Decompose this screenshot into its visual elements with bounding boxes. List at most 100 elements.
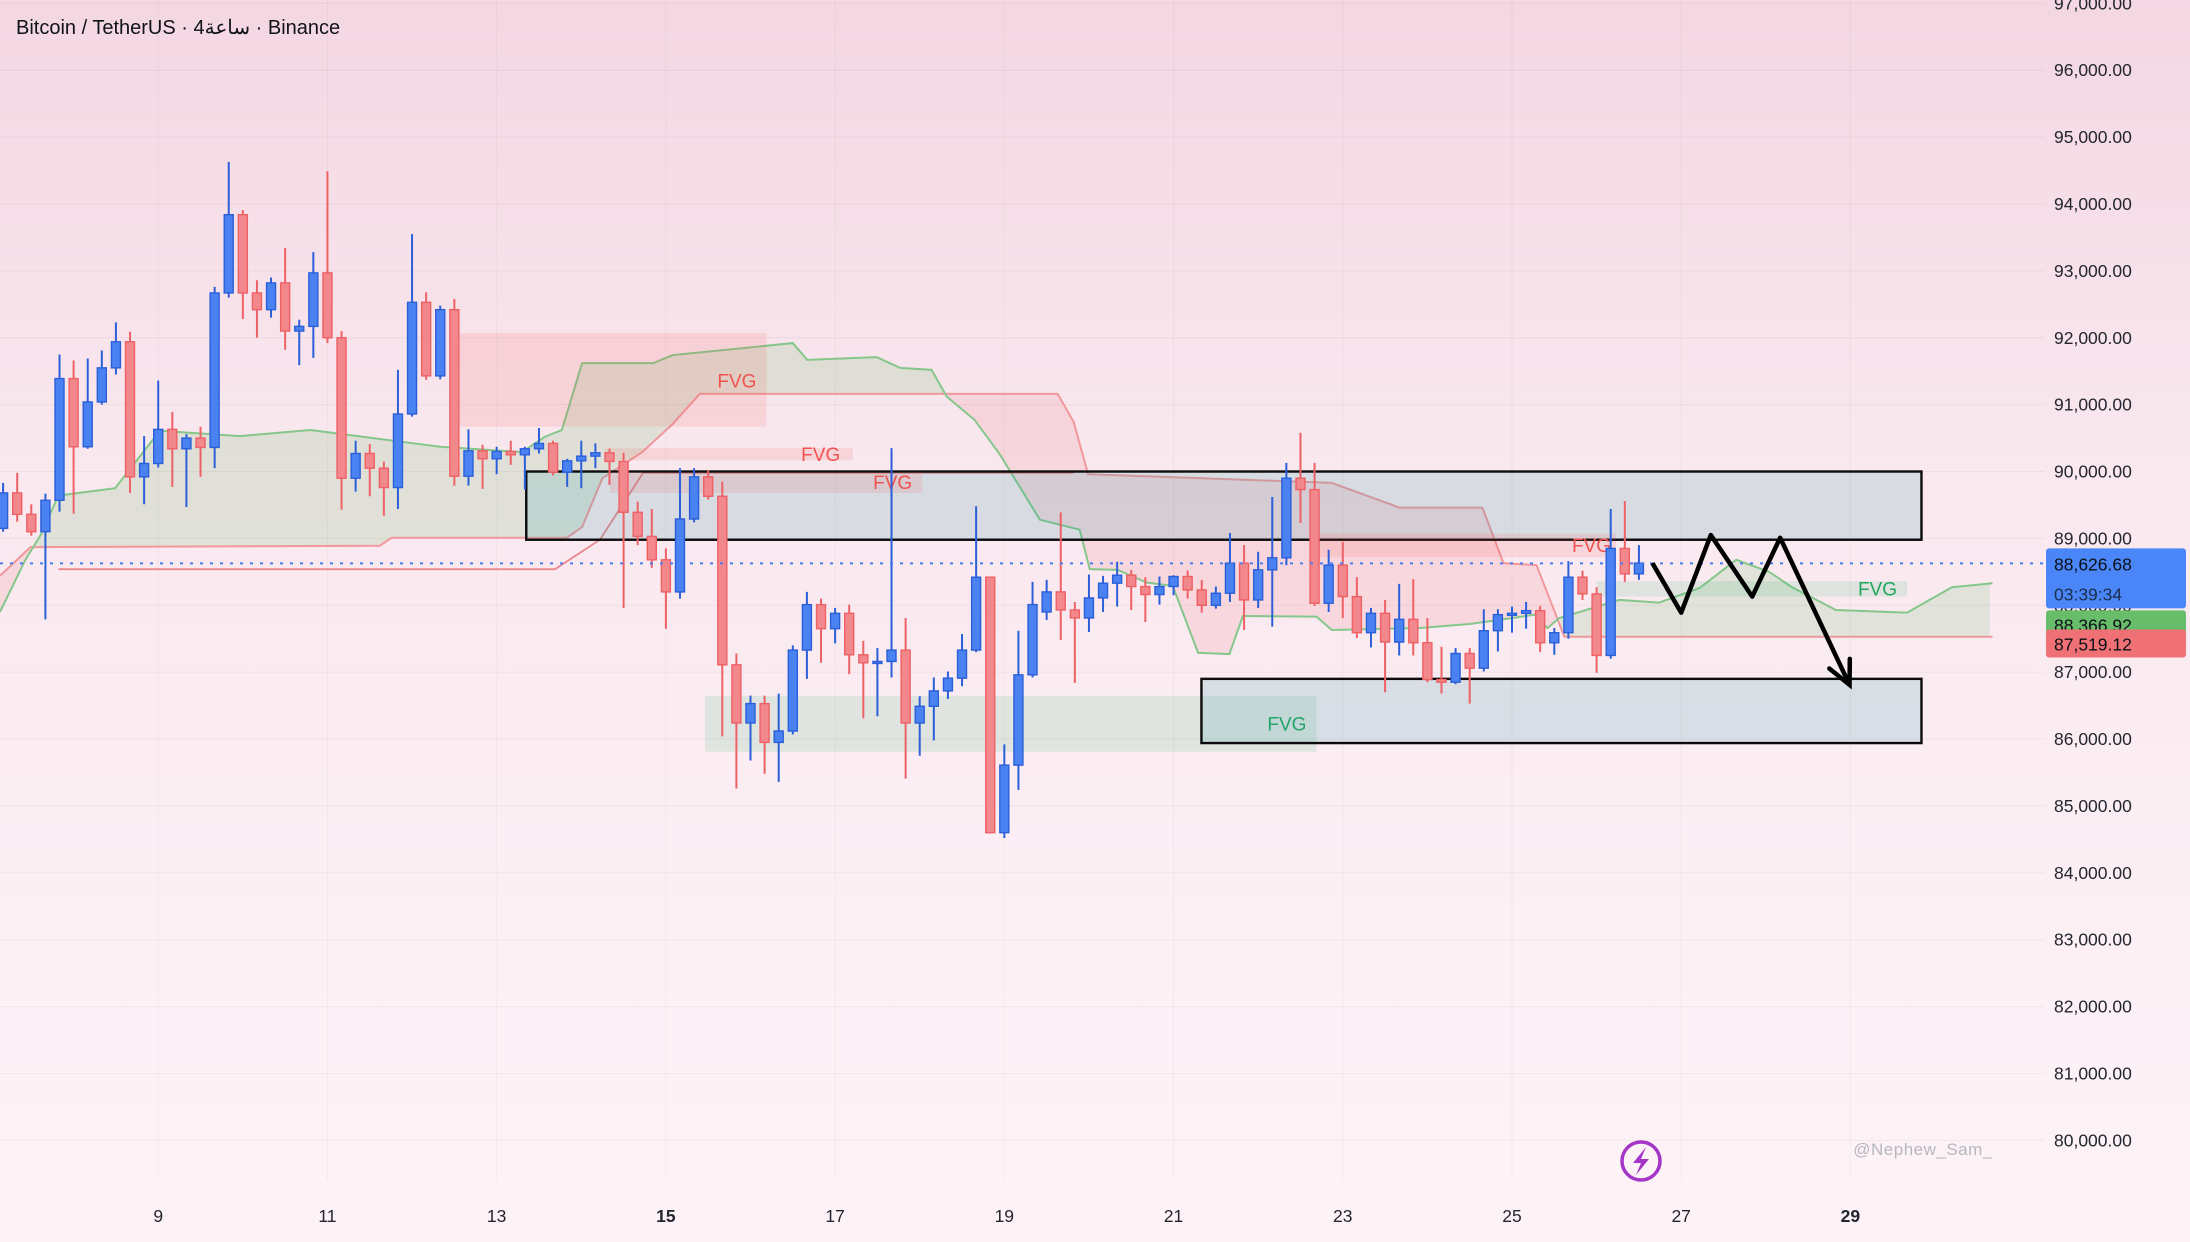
y-axis-label[interactable]: 84,000.00 [2054,863,2132,883]
current-price-label: 88,626.68 [2054,554,2132,574]
y-axis-label[interactable]: 81,000.00 [2054,1063,2132,1083]
candle-down [12,492,23,516]
fvg-label: FVG [717,372,756,393]
cloud-fill-bullish [33,343,945,548]
x-axis-label[interactable]: 23 [1333,1206,1352,1226]
x-axis-label[interactable]: 25 [1502,1206,1521,1226]
fvg-box-bullish[interactable] [1596,581,1908,597]
candle-down [68,377,79,448]
fvg-boxes[interactable]: FVG FVG FVG FVG FVG FVG [455,333,1923,752]
fvg-box-bearish[interactable] [455,333,767,427]
price-axis[interactable]: 80,000.00 81,000.00 82,000.00 83,000.00 84,0… [2054,0,2132,1150]
candle-up [533,442,545,450]
candle-down [702,476,714,497]
candle-down [1464,652,1475,669]
fvg-box-bearish[interactable] [604,448,853,461]
y-axis-label[interactable]: 90,000.00 [2054,462,2132,482]
candle-up [942,677,954,692]
y-axis-label[interactable]: 89,000.00 [2054,528,2132,548]
lightning-icon[interactable] [1620,1140,1662,1182]
candle-down [731,664,742,724]
candle-up [1605,547,1616,657]
candle-down [1069,609,1081,619]
y-axis-label[interactable]: 96,000.00 [2054,60,2132,80]
y-axis-label[interactable]: 93,000.00 [2054,261,2132,281]
supply-demand-box[interactable] [1200,677,1923,745]
senkou-b-line [0,392,1993,638]
candle-down [618,460,629,514]
candle-up [40,499,51,533]
y-axis-label[interactable]: 82,000.00 [2054,997,2132,1017]
zigzag-drawing[interactable] [1650,532,1853,690]
y-axis-label[interactable]: 86,000.00 [2054,729,2132,749]
candle-up [999,764,1010,834]
candle-up [1323,564,1334,604]
x-axis-label[interactable]: 29 [1841,1206,1861,1226]
y-axis-label[interactable]: 92,000.00 [2054,328,2132,348]
y-axis-label[interactable]: 94,000.00 [2054,194,2132,214]
current-price-label-bg [2046,548,2186,609]
indicator-red-label-bg [2046,629,2186,658]
candle-down [1379,612,1391,643]
cloud-fill-bearish [947,393,1557,655]
candle-down [1337,564,1348,598]
candle-up [181,437,192,450]
watermark: @Nephew_Sam_ [1853,1140,1993,1159]
candle-down [660,559,672,593]
candle-up [1393,618,1405,643]
candle-down [1436,678,1447,683]
candle-down [505,450,516,456]
x-axis-label[interactable]: 13 [487,1206,506,1226]
y-axis-label[interactable]: 95,000.00 [2054,127,2132,147]
zigzag-arrowhead [1827,656,1853,690]
candle-up [1492,613,1504,632]
candle-down [1619,547,1631,575]
x-axis-label[interactable]: 21 [1164,1206,1183,1226]
candle-up [0,492,9,530]
x-axis-label[interactable]: 17 [825,1206,844,1226]
candle-up [82,401,93,448]
candle-down [547,442,559,473]
candle-down [420,301,432,377]
y-axis-label[interactable]: 85,000.00 [2054,796,2132,816]
candle-down [364,452,375,469]
fvg-label: FVG [1858,580,1897,601]
symbol-title[interactable]: Bitcoin / TetherUS · 4ساعة · Binance [16,17,340,39]
y-axis-label[interactable]: 91,000.00 [2054,395,2132,415]
candle-up [1520,609,1532,615]
candle-up [294,325,305,332]
y-axis-label[interactable]: 87,000.00 [2054,662,2132,682]
x-axis-label[interactable]: 15 [656,1206,676,1226]
candle-down [815,603,827,630]
candle-down [378,467,390,489]
candle-down [646,535,657,561]
candle-up [1111,574,1123,584]
candle-down [1140,585,1151,596]
fvg-label: FVG [873,473,912,494]
fvg-label: FVG [1572,536,1611,557]
candle-up [138,462,150,478]
candle-up [1281,477,1292,559]
y-axis-label[interactable]: 80,000.00 [2054,1130,2132,1150]
candle-up [1549,632,1560,644]
time-axis[interactable]: 9 11 13 15 17 19 21 23 25 27 29 [153,1206,1860,1226]
supply-demand-box[interactable] [525,470,1923,541]
candle-up [1210,592,1222,606]
zigzag-path[interactable] [1650,532,1852,686]
candle-up [265,282,277,311]
fvg-box-bearish[interactable] [610,472,923,493]
x-axis-label[interactable]: 9 [153,1206,163,1226]
fvg-box-bearish[interactable] [1313,533,1617,558]
candle-up [463,450,474,477]
candle-up [1154,585,1165,596]
x-axis-label[interactable]: 11 [318,1206,336,1226]
x-axis-label[interactable]: 27 [1671,1206,1690,1226]
x-axis-label[interactable]: 19 [995,1206,1014,1226]
y-axis-label[interactable]: 97,000.00 [2054,0,2132,13]
candle-up [1027,603,1038,676]
y-axis-label[interactable]: 83,000.00 [2054,930,2132,950]
ichimoku-cloud [0,342,1993,656]
